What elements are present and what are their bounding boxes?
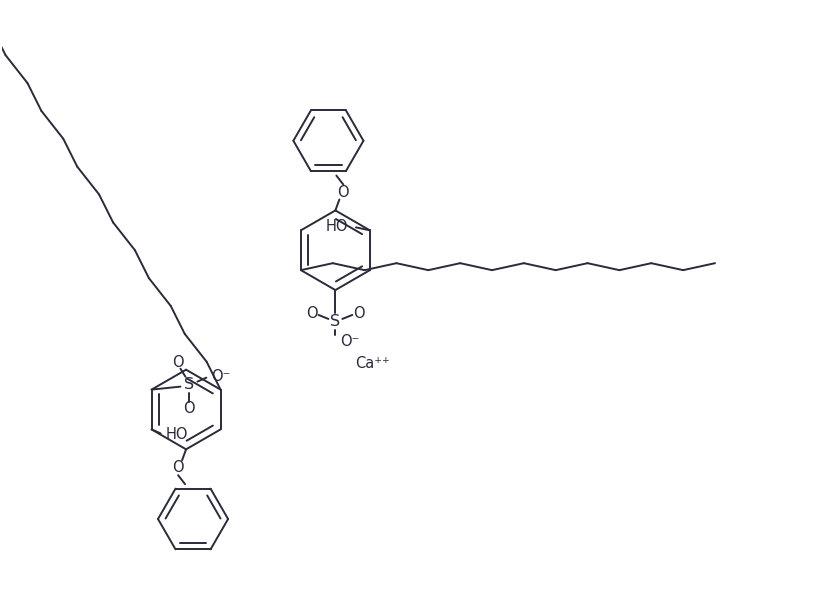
Text: O: O <box>337 185 349 200</box>
Text: O: O <box>305 307 317 321</box>
Text: O: O <box>172 460 184 475</box>
Text: HO: HO <box>166 427 188 442</box>
Text: O: O <box>353 307 364 321</box>
Text: O: O <box>183 401 195 416</box>
Text: O⁻: O⁻ <box>340 335 359 349</box>
Text: HO: HO <box>325 219 348 234</box>
Text: Ca⁺⁺: Ca⁺⁺ <box>354 356 390 371</box>
Text: S: S <box>330 315 340 329</box>
Text: S: S <box>184 377 194 392</box>
Text: O: O <box>171 355 183 370</box>
Text: O⁻: O⁻ <box>211 369 231 384</box>
